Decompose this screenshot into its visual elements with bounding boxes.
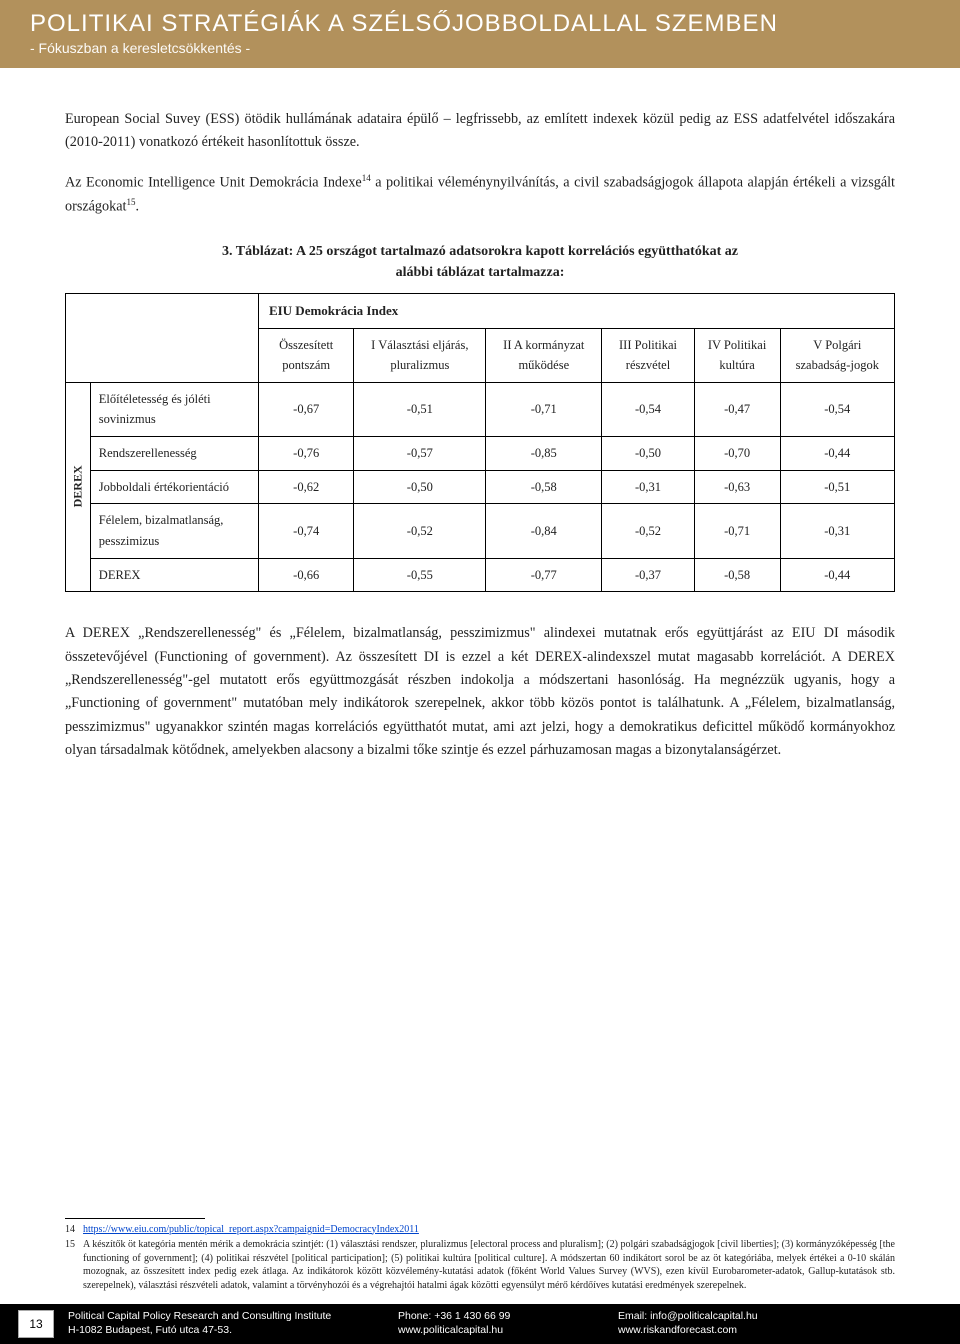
fn-14-num: 14: [65, 1223, 83, 1237]
p2-sup-14: 14: [362, 173, 371, 183]
p2-text-c: .: [135, 199, 139, 215]
col-header-2: II A kormányzat működése: [486, 328, 602, 382]
cell-3-1: -0,52: [354, 504, 486, 558]
cell-4-0: -0,66: [258, 558, 354, 592]
cell-3-2: -0,84: [486, 504, 602, 558]
cell-4-1: -0,55: [354, 558, 486, 592]
footer-org-line2: H-1082 Budapest, Futó utca 47-53.: [68, 1324, 378, 1338]
footer-org-line1: Political Capital Policy Research and Co…: [68, 1310, 378, 1324]
page-header: POLITIKAI STRATÉGIÁK A SZÉLSŐJOBBOLDALLA…: [0, 0, 960, 68]
main-content: European Social Suvey (ESS) ötödik hullá…: [0, 68, 960, 763]
cell-4-2: -0,77: [486, 558, 602, 592]
cell-3-3: -0,52: [602, 504, 694, 558]
cell-2-4: -0,63: [694, 470, 780, 504]
footer-phone: Phone: +36 1 430 66 99: [398, 1310, 598, 1324]
table-title-line1: 3. Táblázat: A 25 országot tartalmazó ad…: [222, 244, 738, 259]
cell-0-5: -0,54: [780, 382, 894, 436]
page-number: 13: [18, 1310, 54, 1338]
row-4-label: DEREX: [90, 558, 258, 592]
paragraph-1: European Social Suvey (ESS) ötödik hullá…: [65, 108, 895, 155]
cell-0-0: -0,67: [258, 382, 354, 436]
footer-web2: www.riskandforecast.com: [618, 1324, 838, 1338]
cell-2-0: -0,62: [258, 470, 354, 504]
table-title: 3. Táblázat: A 25 országot tartalmazó ad…: [65, 241, 895, 283]
row-0-label: Előítéletesség és jóléti sovinizmus: [90, 382, 258, 436]
row-2-label: Jobboldali értékorientáció: [90, 470, 258, 504]
footnotes: 14 https://www.eiu.com/public/topical_re…: [65, 1218, 895, 1295]
table-title-line2: alábbi táblázat tartalmazza:: [396, 265, 565, 280]
footer-web1: www.politicalcapital.hu: [398, 1324, 598, 1338]
fn-14-link[interactable]: https://www.eiu.com/public/topical_repor…: [83, 1224, 419, 1235]
cell-1-4: -0,70: [694, 437, 780, 471]
col-header-1: I Választási eljárás, pluralizmus: [354, 328, 486, 382]
fn-15-num: 15: [65, 1238, 83, 1292]
row-3-label: Félelem, bizalmatlanság, pesszimizus: [90, 504, 258, 558]
cell-2-5: -0,51: [780, 470, 894, 504]
footer-email: Email: info@politicalcapital.hu: [618, 1310, 838, 1324]
page-footer: 13 Political Capital Policy Research and…: [0, 1304, 960, 1344]
derex-side-label: DEREX: [66, 382, 91, 591]
col-header-3: III Politikai részvétel: [602, 328, 694, 382]
cell-1-5: -0,44: [780, 437, 894, 471]
header-title: POLITIKAI STRATÉGIÁK A SZÉLSŐJOBBOLDALLA…: [30, 10, 930, 38]
cell-3-5: -0,31: [780, 504, 894, 558]
p2-text-a: Az Economic Intelligence Unit Demokrácia…: [65, 175, 362, 191]
eiu-header: EIU Demokrácia Index: [258, 294, 894, 328]
col-header-0: Összesített pontszám: [258, 328, 354, 382]
col-header-4: IV Politikai kultúra: [694, 328, 780, 382]
cell-2-2: -0,58: [486, 470, 602, 504]
row-1-label: Rendszerellenesség: [90, 437, 258, 471]
cell-3-4: -0,71: [694, 504, 780, 558]
col-header-5: V Polgári szabadság-jogok: [780, 328, 894, 382]
cell-4-4: -0,58: [694, 558, 780, 592]
fn-15-text: A készítők öt kategória mentén mérik a d…: [83, 1238, 895, 1292]
cell-0-2: -0,71: [486, 382, 602, 436]
cell-2-1: -0,50: [354, 470, 486, 504]
header-subtitle: - Fókuszban a keresletcsökkentés -: [30, 40, 930, 56]
cell-1-0: -0,76: [258, 437, 354, 471]
cell-0-4: -0,47: [694, 382, 780, 436]
cell-1-3: -0,50: [602, 437, 694, 471]
cell-1-2: -0,85: [486, 437, 602, 471]
cell-4-5: -0,44: [780, 558, 894, 592]
cell-0-1: -0,51: [354, 382, 486, 436]
correlation-table: EIU Demokrácia Index Összesített pontszá…: [65, 293, 895, 592]
paragraph-2: Az Economic Intelligence Unit Demokrácia…: [65, 171, 895, 219]
cell-0-3: -0,54: [602, 382, 694, 436]
cell-3-0: -0,74: [258, 504, 354, 558]
cell-1-1: -0,57: [354, 437, 486, 471]
cell-4-3: -0,37: [602, 558, 694, 592]
cell-2-3: -0,31: [602, 470, 694, 504]
paragraph-3: A DEREX „Rendszerellenesség" és „Félelem…: [65, 622, 895, 763]
